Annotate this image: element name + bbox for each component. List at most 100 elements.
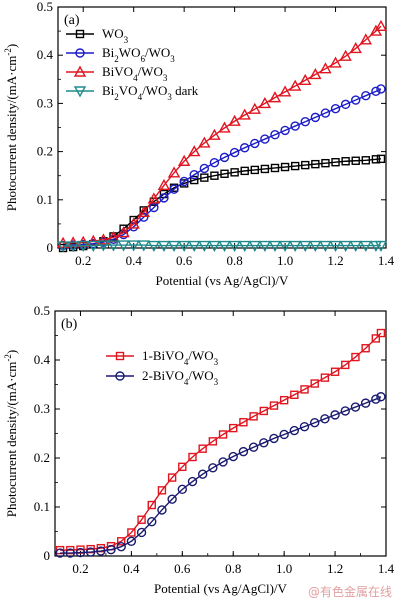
data-point xyxy=(329,56,342,68)
data-point xyxy=(178,462,187,472)
data-point xyxy=(56,241,70,253)
data-point xyxy=(157,178,171,191)
legend-marker xyxy=(115,351,125,361)
data-point xyxy=(258,96,272,109)
x-tick-label: 0.2 xyxy=(72,561,88,576)
data-point xyxy=(360,398,371,408)
data-point xyxy=(288,79,302,91)
data-point xyxy=(376,84,386,94)
data-point xyxy=(75,547,86,558)
data-point xyxy=(339,240,352,253)
data-point xyxy=(97,240,110,252)
watermark: @有色金属在线 xyxy=(307,585,392,599)
legend-label: Bi2WO6/WO3 xyxy=(102,45,175,64)
y-tick-label: 0.2 xyxy=(34,450,50,465)
data-point xyxy=(376,154,386,164)
series-1 xyxy=(58,84,386,251)
data-point xyxy=(268,240,282,253)
data-point xyxy=(126,536,137,546)
data-point xyxy=(270,163,280,173)
data-point xyxy=(210,171,219,180)
legend-entry: Bi2WO6/WO3 xyxy=(66,45,175,64)
data-point xyxy=(117,226,130,238)
data-point xyxy=(340,99,351,110)
data-point xyxy=(330,367,340,376)
data-point xyxy=(136,527,147,538)
legend-label: 2-BiVO4/WO3 xyxy=(142,368,219,387)
y-tick-label: 0.2 xyxy=(37,144,53,159)
y-tick-label: 0.1 xyxy=(37,192,53,207)
data-point xyxy=(351,352,360,362)
data-point xyxy=(374,19,388,31)
data-point xyxy=(107,240,120,252)
data-point xyxy=(87,240,100,253)
data-point xyxy=(198,136,211,148)
legend-entry: WO3 xyxy=(66,26,129,45)
data-point xyxy=(127,217,140,229)
data-point xyxy=(177,240,191,253)
x-tick-label: 1.0 xyxy=(277,253,293,268)
data-point xyxy=(189,170,199,180)
data-point xyxy=(311,159,320,169)
data-point xyxy=(200,173,209,182)
series-0 xyxy=(55,328,386,555)
y-axis-label: Photocurrent density/(mA·cm-2) xyxy=(3,350,19,517)
data-point xyxy=(97,233,110,245)
data-point xyxy=(238,240,251,253)
data-point xyxy=(218,430,228,439)
x-tick-label: 1.2 xyxy=(327,253,343,268)
data-point xyxy=(280,125,290,136)
data-point xyxy=(351,95,361,105)
data-point xyxy=(248,442,259,452)
data-point xyxy=(329,240,342,253)
data-point xyxy=(65,548,75,558)
data-point xyxy=(350,402,361,412)
data-point xyxy=(250,138,260,149)
data-point xyxy=(208,437,218,446)
panel-label: (b) xyxy=(61,317,78,332)
data-point xyxy=(208,463,218,473)
data-point xyxy=(187,476,198,487)
data-point xyxy=(137,205,150,218)
series-line xyxy=(62,158,382,249)
data-point xyxy=(259,406,268,416)
y-tick-label: 0 xyxy=(44,548,51,563)
data-point xyxy=(179,176,189,187)
data-point xyxy=(376,328,386,338)
data-point xyxy=(228,451,238,462)
data-point xyxy=(258,240,272,253)
y-tick-label: 0.4 xyxy=(34,352,51,367)
y-tick-label: 0.1 xyxy=(34,499,50,514)
series-1 xyxy=(55,392,386,558)
series-line xyxy=(60,396,382,554)
data-point xyxy=(177,484,188,495)
data-point xyxy=(218,457,228,467)
data-point xyxy=(96,546,106,556)
data-point xyxy=(157,486,167,495)
data-point xyxy=(230,168,239,177)
data-point xyxy=(259,438,269,448)
data-point xyxy=(371,155,381,164)
series-line xyxy=(60,332,382,551)
data-point xyxy=(289,425,300,436)
data-point xyxy=(279,395,289,405)
legend-marker xyxy=(75,29,85,39)
y-tick-label: 0.5 xyxy=(34,303,50,318)
data-point xyxy=(299,73,312,85)
data-point xyxy=(331,158,340,167)
panel-label: (a) xyxy=(64,13,80,28)
data-point xyxy=(238,108,251,120)
data-point xyxy=(371,394,381,404)
data-point xyxy=(339,49,352,61)
x-tick-label: 1.4 xyxy=(378,561,395,576)
data-point xyxy=(371,334,381,343)
data-point xyxy=(320,414,330,424)
data-point xyxy=(177,154,191,166)
x-tick-label: 1.4 xyxy=(378,253,395,268)
data-point xyxy=(299,421,310,432)
data-point xyxy=(320,373,330,382)
data-point xyxy=(361,344,370,353)
data-point xyxy=(330,410,340,420)
data-point xyxy=(228,240,241,253)
series-0 xyxy=(58,154,386,253)
